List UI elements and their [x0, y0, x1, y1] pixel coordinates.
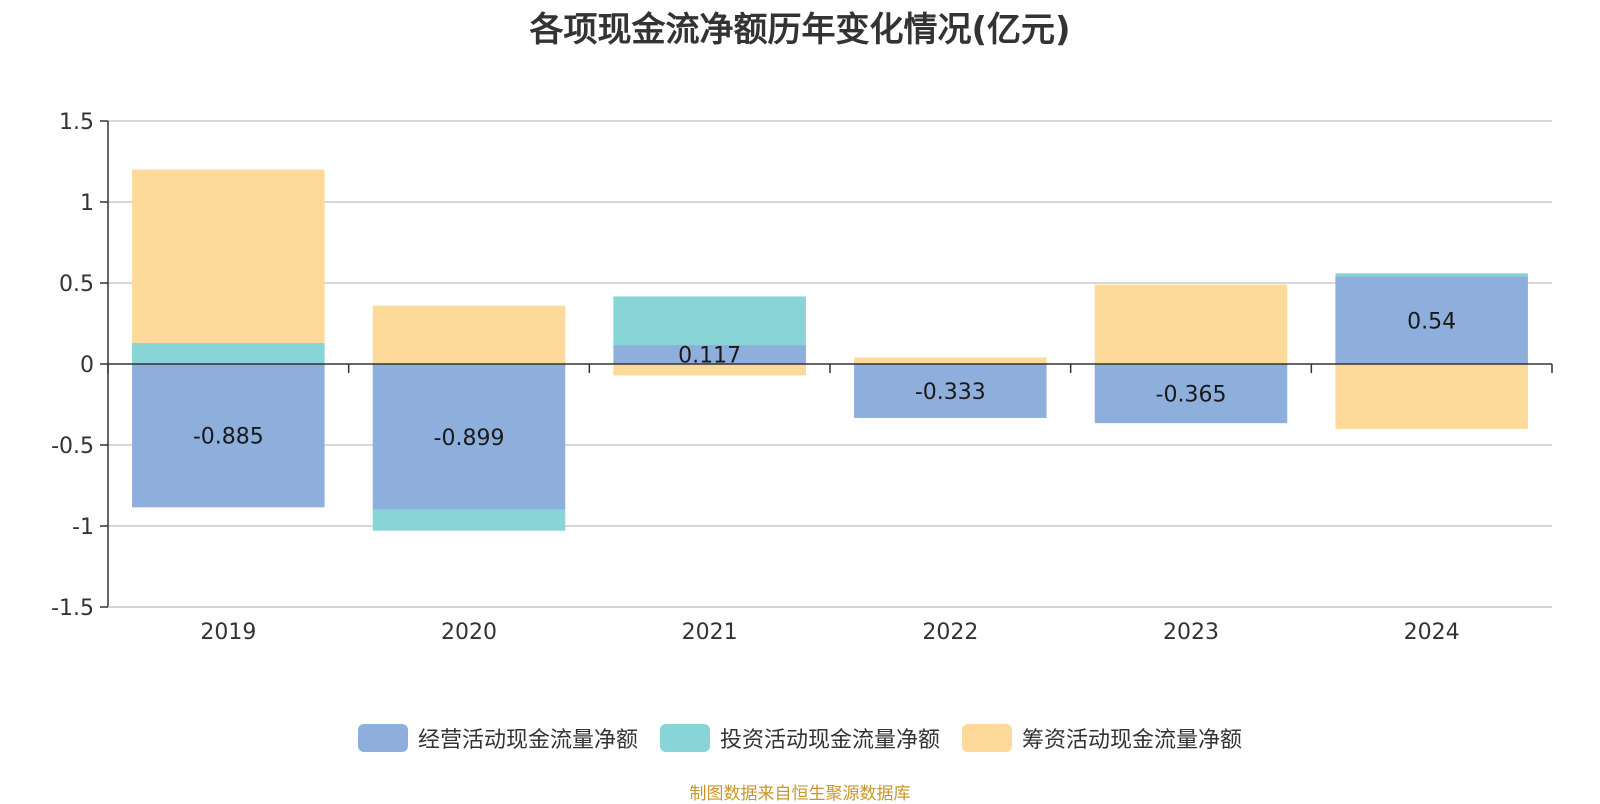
legend-swatch: [659, 724, 710, 752]
bar: [1094, 284, 1288, 364]
bar: [1335, 273, 1528, 277]
x-tick-label: 2023: [1163, 620, 1219, 645]
legend-label: 投资活动现金流量净额: [719, 728, 940, 753]
data-label: 0.117: [678, 344, 741, 369]
bar: [132, 364, 325, 508]
bar: [613, 296, 806, 346]
y-tick-label: -0.5: [51, 434, 94, 459]
bar: [1094, 364, 1288, 424]
y-tick-label: 1.5: [59, 110, 94, 135]
bar: [132, 169, 325, 343]
legend-item[interactable]: 筹资活动现金流量净额: [962, 722, 1242, 754]
x-tick-label: 2019: [200, 620, 256, 645]
data-label: -0.899: [434, 426, 505, 451]
chart-title: 各项现金流净额历年变化情况(亿元): [529, 10, 1071, 50]
data-label: -0.885: [193, 425, 264, 450]
x-tick-label: 2021: [682, 620, 738, 645]
bar: [372, 305, 566, 364]
bar: [613, 364, 806, 376]
y-tick-label: 0.5: [59, 272, 94, 297]
legend-swatch: [357, 724, 408, 752]
y-tick-label: -1.5: [51, 596, 94, 621]
axes: 1.5 1 0.5 0 -0.5 -1 -1.5 2019 2020 2021 2022 2023 20…: [51, 110, 1553, 645]
legend-label: 筹资活动现金流量净额: [1022, 728, 1243, 753]
bar: [1335, 276, 1528, 364]
legend-label: 经营活动现金流量净额: [417, 728, 638, 753]
data-label: 0.54: [1407, 309, 1456, 334]
legend-swatch: [962, 724, 1012, 752]
source-note: 制图数据来自恒生聚源数据库: [689, 784, 911, 804]
chart-plot: 1.5 1 0.5 0 -0.5 -1 -1.5 2019 2020 2021 2022 2023 20…: [51, 110, 1553, 645]
x-tick-label: 2024: [1404, 620, 1460, 645]
data-label: -0.333: [915, 380, 986, 405]
data-label: -0.365: [1156, 383, 1227, 408]
bar: [372, 509, 566, 531]
bar: [1335, 364, 1528, 429]
y-tick-label: -1: [72, 515, 94, 540]
x-tick-label: 2020: [441, 620, 497, 645]
bar: [613, 345, 806, 364]
legend: 经营活动现金流量净额 投资活动现金流量净额 筹资活动现金流量净额: [0, 722, 1600, 754]
y-tick-label: 0: [80, 353, 94, 378]
legend-item[interactable]: 投资活动现金流量净额: [659, 722, 940, 754]
legend-item[interactable]: 经营活动现金流量净额: [357, 722, 638, 754]
bars: [132, 169, 1528, 531]
bar: [854, 357, 1047, 364]
bar: [372, 364, 566, 510]
bar: [854, 364, 1047, 418]
y-tick-label: 1: [80, 191, 94, 216]
data-labels: -0.885 -0.899 0.117 -0.333 -0.365 0.54: [193, 309, 1456, 451]
x-tick-label: 2022: [922, 620, 978, 645]
bar: [132, 342, 325, 364]
